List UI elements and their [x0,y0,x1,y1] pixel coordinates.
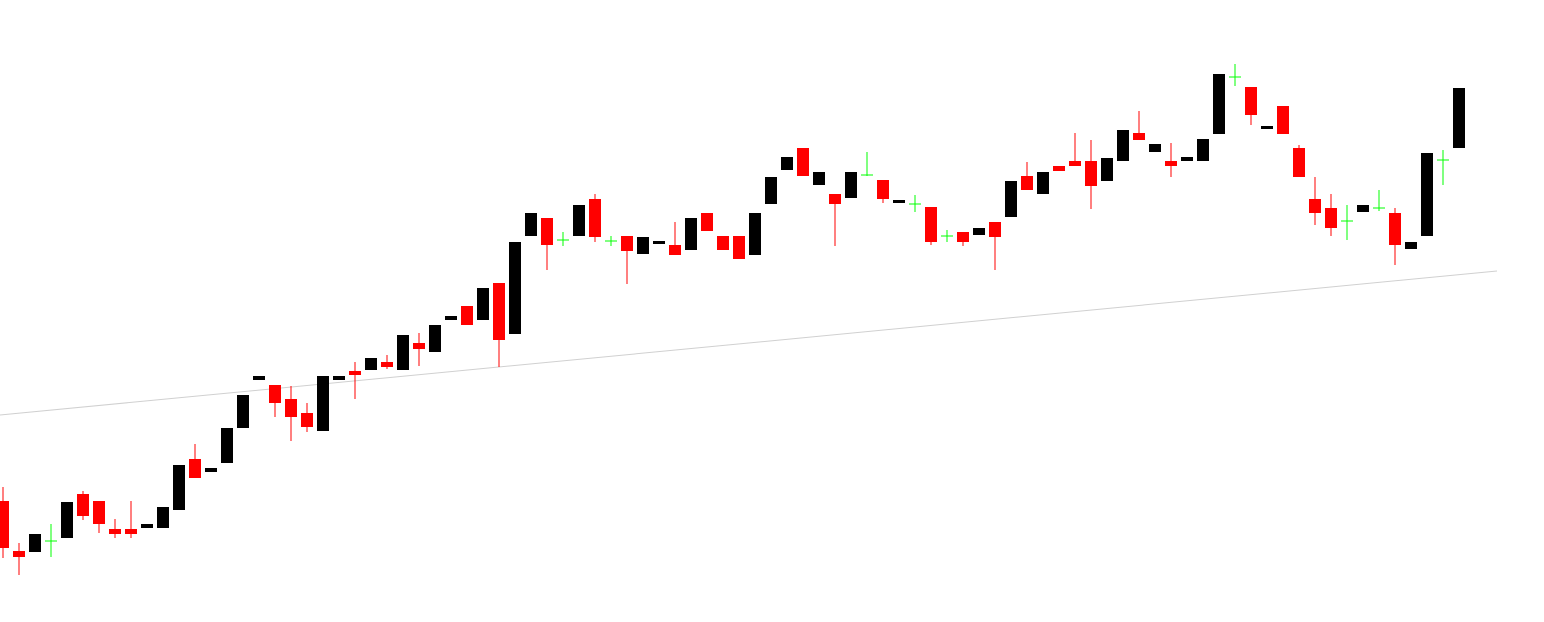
candle-body [109,529,121,534]
candle-body [621,236,633,251]
candle-body [1085,161,1097,186]
candle-body [1069,161,1081,166]
trendline [0,270,1498,416]
candle-body [317,376,329,431]
candle-body [1021,176,1033,190]
candle-body [1293,148,1305,177]
candle-body [1181,157,1193,161]
candle-body [1245,87,1257,115]
candle-body [1101,158,1113,181]
candle-body [765,177,777,204]
candle-body [253,376,265,380]
candle-body [349,371,361,375]
candle-body [413,343,425,349]
candle-body [29,534,41,552]
candle-body [125,529,137,534]
candle-body [0,501,9,548]
candle-body [1309,199,1321,213]
candle-body [1405,242,1417,249]
candle-body [1149,144,1161,152]
candle-body [845,172,857,198]
candle-body [189,459,201,478]
candle-body [381,362,393,367]
candle-body [813,172,825,185]
candle-body [1325,208,1337,228]
candle-body [829,194,841,204]
candle-body [1277,106,1289,134]
candle-body [285,399,297,417]
candle-body [141,524,153,528]
candle-body [237,395,249,428]
candle-body [461,306,473,325]
candle-body [173,465,185,510]
candle-body [733,236,745,259]
candle-body [573,205,585,236]
candle-body [541,218,553,245]
candle-body [477,288,489,320]
candle-body [685,218,697,250]
candle-body [1421,153,1433,236]
candle-body [301,413,313,427]
candle-body [205,468,217,472]
candle-body [797,148,809,176]
candle-body [1389,213,1401,245]
candle-body [445,316,457,320]
candle-body [925,207,937,242]
candle-body [429,325,441,352]
candle-body [589,199,601,237]
candle-body [1165,161,1177,166]
candle-body [525,213,537,236]
candle-body [1213,74,1225,134]
candle-body [749,213,761,255]
candle-body [333,376,345,380]
candle-body [893,200,905,203]
candle-body [493,283,505,340]
candle-body [1197,139,1209,161]
candle-body [973,228,985,235]
candle-body [1453,88,1465,148]
candle-body [1053,166,1065,171]
candle-body [157,507,169,528]
candle-body [1037,172,1049,194]
candle-body [365,358,377,370]
candle-body [669,245,681,255]
candle-body [93,501,105,524]
candle-body [1133,133,1145,140]
candle-body [509,242,521,334]
candle-body [957,232,969,242]
candle-body [701,213,713,231]
candle-body [61,502,73,538]
candle-body [637,237,649,254]
candle-body [397,335,409,370]
candle-body [989,222,1001,237]
candle-body [653,241,665,244]
candle-body [77,494,89,516]
candle-body [1261,126,1273,129]
candle-body [1005,181,1017,217]
candle-body [717,236,729,250]
candle-body [1117,130,1129,161]
candle-body [781,157,793,170]
candle-body [13,551,25,557]
candle-body [269,385,281,403]
candle-body [877,180,889,199]
candle-body [1357,205,1369,212]
candle-body [221,428,233,463]
